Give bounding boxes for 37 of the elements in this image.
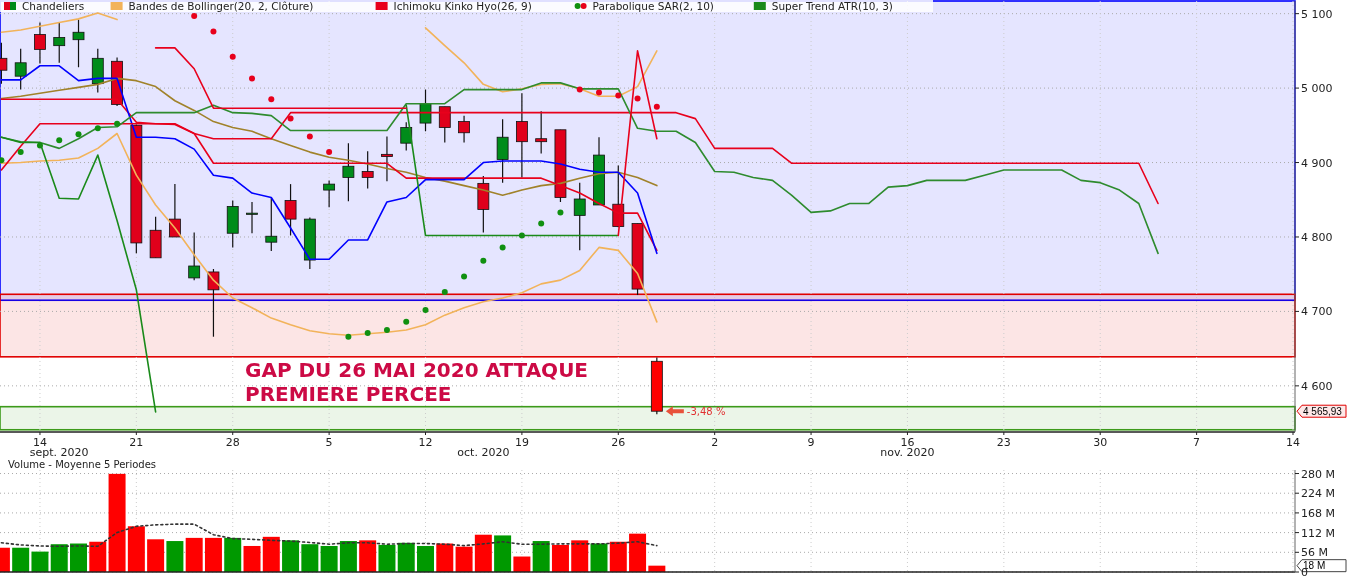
y-tick-label: 4 800: [1301, 230, 1333, 244]
legend-label: Super Trend ATR(10, 3): [771, 0, 893, 12]
x-tick-label: 23: [996, 436, 1011, 449]
text: oct. 2020: [457, 446, 510, 459]
x-tick-label: 19: [514, 436, 529, 449]
legend-label: Ichimoku Kinko Hyo(26, 9): [393, 0, 532, 12]
text: 4 565,93: [1303, 405, 1343, 417]
x-tick-label: 14: [1286, 436, 1300, 449]
x-tick-label: 5: [325, 436, 333, 449]
text: sept. 2020: [29, 446, 89, 459]
x-tick-label: 9: [807, 436, 815, 449]
x-tick-label: 2: [711, 436, 719, 449]
y-tick-label: 112 M: [1301, 526, 1335, 540]
x-tick-label: 26: [611, 436, 626, 449]
x-tick-label: 14: [32, 436, 47, 449]
annotation: -3,48 %: [686, 406, 726, 418]
y-tick-label: 280 M: [1301, 467, 1335, 481]
x-tick-label: 16: [900, 436, 915, 449]
y-tick-label: 4 600: [1301, 379, 1333, 393]
y-tick-label: 168 M: [1301, 506, 1335, 520]
legend-label: Parabolique SAR(2, 10): [592, 0, 714, 12]
x-tick-label: 21: [129, 436, 144, 449]
annotation: GAP DU 26 MAI 2020 ATTAQUE PREMIERE PERCEE: [245, 358, 589, 406]
text: nov. 2020: [880, 446, 935, 459]
y-tick-label: 5 100: [1301, 7, 1333, 21]
x-tick-label: 12: [418, 436, 433, 449]
chart-title: Volume - Moyenne 5 Periodes: [8, 459, 157, 470]
x-tick-label: 7: [1193, 436, 1201, 449]
x-tick-label: 30: [1093, 436, 1108, 449]
y-tick-label: 224 M: [1301, 487, 1335, 501]
y-tick-label: 4 900: [1301, 156, 1333, 170]
y-tick-label: 56 M: [1301, 546, 1328, 560]
y-tick-label: 5 000: [1301, 82, 1333, 96]
y-tick-label: 4 700: [1301, 305, 1333, 319]
legend-label: Bandes de Bollinger(20, 2, Clôture): [128, 0, 314, 12]
legend-label: Chandeliers: [22, 0, 85, 12]
x-tick-label: 28: [225, 436, 240, 449]
